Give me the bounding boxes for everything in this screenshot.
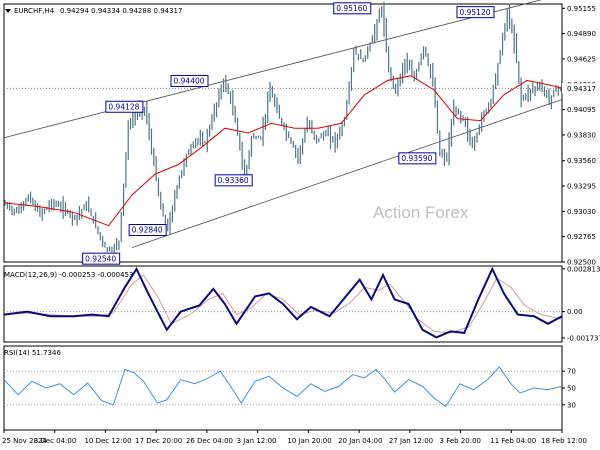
channel-upper-line — [3, 0, 542, 139]
time-tick-label: 26 Dec 04:00 — [186, 437, 233, 445]
price-annotation: 0.95160 — [333, 2, 372, 15]
price-annotation-box — [170, 74, 209, 87]
price-annotation-box — [456, 6, 495, 19]
rsi-tick-label: 50 — [567, 385, 576, 393]
time-tick-label: 11 Feb 04:00 — [490, 437, 536, 445]
price-annotation-box — [82, 252, 121, 265]
time-tick-label: 18 Feb 12:00 — [541, 437, 587, 445]
macd-panel-frame — [3, 265, 563, 343]
price-annotation: 0.93360 — [214, 174, 253, 187]
price-tick-label: 0.93295 — [567, 183, 596, 191]
price-tick-label: 0.92500 — [567, 259, 596, 267]
price-annotation-box — [105, 100, 144, 113]
watermark: Action Forex — [373, 203, 469, 222]
time-tick-label: 17 Dec 20:00 — [135, 437, 182, 445]
current-price-label: 0.94317 — [567, 85, 596, 93]
price-annotation-box — [333, 2, 372, 15]
current-price-marker — [562, 83, 600, 94]
price-annotation: 0.93590 — [398, 152, 437, 165]
price-tick-label: 0.93030 — [567, 208, 596, 216]
macd-tick-label: 0.002813 — [567, 265, 600, 273]
price-annotation-label: 0.92840 — [132, 226, 163, 235]
channel-lower-line — [131, 99, 563, 249]
macd-tick-label: -0.001737 — [567, 335, 600, 343]
price-annotation: 0.95120 — [456, 6, 495, 19]
time-tick-label: 10 Dec 12:00 — [84, 437, 131, 445]
time-tick-label: 10 Jan 20:00 — [287, 437, 331, 445]
price-annotation-label: 0.93590 — [401, 154, 432, 163]
price-panel-frame — [3, 3, 563, 263]
price-tick-label: 0.93560 — [567, 157, 596, 165]
price-annotation-label: 0.94128 — [108, 102, 139, 111]
moving-average-line — [3, 75, 563, 227]
price-annotation-box — [214, 174, 253, 187]
quote-label: 0.94294 0.94334 0.94288 0.94317 — [60, 7, 182, 15]
time-tick-label: 3 Jan 12:00 — [237, 437, 277, 445]
time-tick-label: 3 Feb 20:00 — [440, 437, 481, 445]
price-annotation-label: 0.93360 — [218, 176, 249, 185]
price-annotation: 0.94400 — [170, 74, 209, 87]
rsi-tick-label: 30 — [567, 401, 576, 409]
price-annotation: 0.92840 — [128, 224, 167, 237]
macd-tick-label: 0.00 — [567, 308, 583, 316]
macd-label: MACD(12,26,9) -0.000253 -0.000453 — [4, 271, 133, 279]
price-tick-label: 0.94890 — [567, 30, 596, 38]
time-tick-label: 3 Dec 04:00 — [34, 437, 77, 445]
price-annotation-label: 0.95160 — [336, 4, 367, 13]
price-tick-label: 0.94095 — [567, 106, 596, 114]
time-tick-label: 25 Nov 2024 — [2, 437, 47, 445]
time-tick-label: 20 Jan 04:00 — [338, 437, 382, 445]
time-tick-label: 27 Jan 12:00 — [389, 437, 433, 445]
price-tick-label: 0.95155 — [567, 5, 596, 13]
price-tick-label: 0.93830 — [567, 131, 596, 139]
price-tick-label: 0.94625 — [567, 55, 596, 63]
price-annotation-label: 0.94400 — [174, 77, 205, 86]
price-annotation: 0.94128 — [105, 100, 144, 113]
price-annotation-box — [398, 152, 437, 165]
symbol-label: EURCHF,H4 — [14, 7, 55, 15]
rsi-tick-label: 70 — [567, 368, 576, 376]
dropdown-triangle-icon[interactable] — [5, 9, 11, 13]
price-annotation-label: 0.95120 — [459, 8, 490, 17]
rsi-label: RSI(14) 51.7346 — [4, 349, 61, 357]
macd-signal-line — [3, 274, 563, 334]
price-annotation: 0.92540 — [82, 252, 121, 265]
price-tick-label: 0.92765 — [567, 233, 596, 241]
price-annotation-label: 0.92540 — [85, 254, 116, 263]
macd-main-line — [3, 266, 563, 339]
price-annotation-box — [128, 224, 167, 237]
rsi-line — [3, 366, 563, 408]
